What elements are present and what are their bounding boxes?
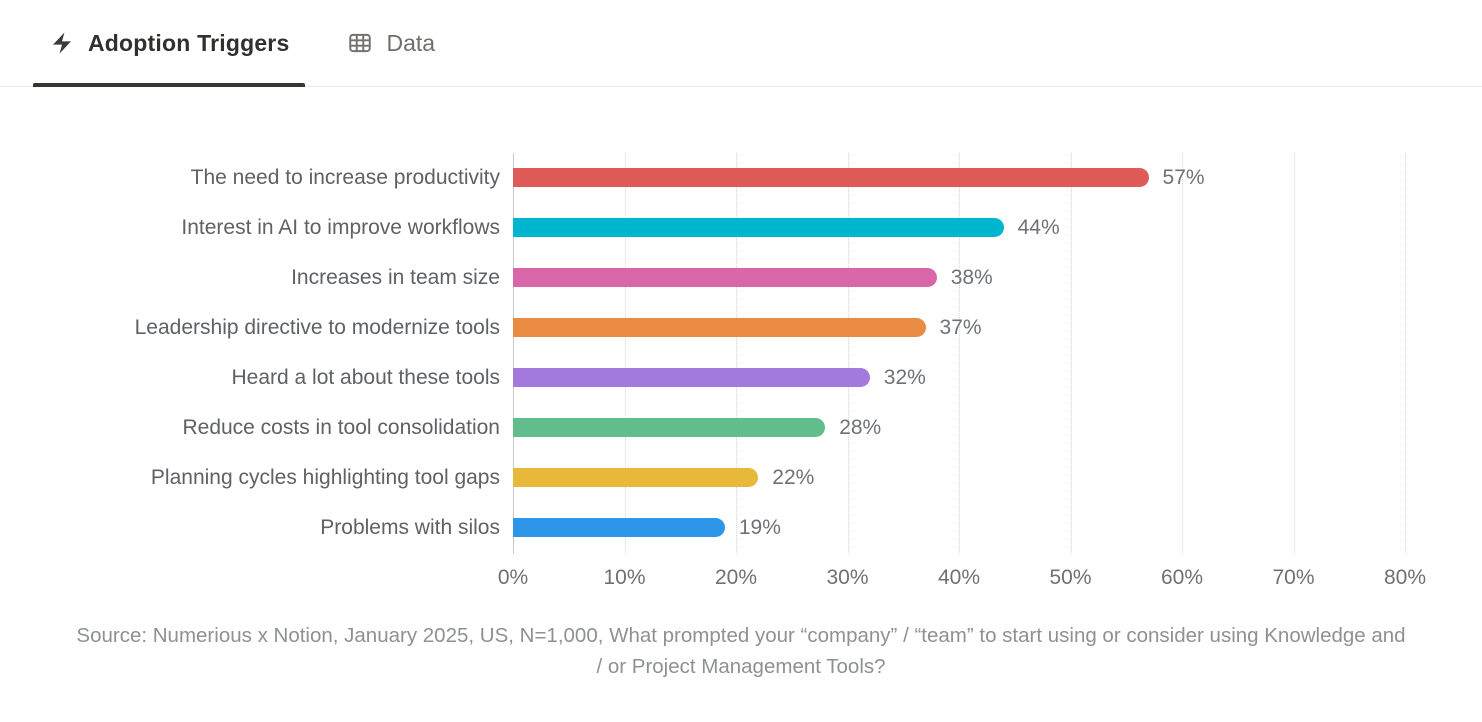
category-label: Problems with silos [320,516,500,539]
value-label: 19% [738,516,781,539]
bar[interactable] [513,418,826,437]
category-label: Leadership directive to modernize tools [134,316,500,339]
x-tick-label: 80% [1383,566,1427,589]
x-tick-label: 0% [497,566,529,589]
bar-row: Increases in team size 38% [0,253,1482,303]
value-label: 37% [939,316,982,339]
bar-row: Planning cycles highlighting tool gaps 2… [0,453,1482,503]
bar-row: Problems with silos 19% [0,503,1482,553]
x-axis-ticks: 0% 10% 20% 30% 40% 50% 60% 70% 80% [498,566,1426,594]
value-label: 32% [883,366,926,389]
x-tick-label: 10% [603,566,646,589]
value-label: 22% [772,466,815,489]
category-label: Interest in AI to improve workflows [181,216,500,239]
value-label: 28% [839,416,882,439]
bar-track: 19% [513,503,1482,553]
bar-track: 22% [513,453,1482,503]
lightning-bolt-icon [49,30,75,56]
bar-track: 32% [513,353,1482,403]
tab-bar: Adoption Triggers Data [0,0,1482,87]
bar-track: 57% [513,153,1482,203]
x-tick-label: 40% [937,566,981,589]
category-label: Planning cycles highlighting tool gaps [150,466,500,489]
value-label: 44% [1017,216,1060,239]
bar-track: 44% [513,203,1482,253]
bar-row: Heard a lot about these tools 32% [0,353,1482,403]
table-icon [347,30,373,56]
bar-chart: The need to increase productivity 57% In… [0,153,1482,554]
category-label: Heard a lot about these tools [231,366,500,389]
tab-label-data: Data [386,29,436,56]
x-tick-label: 30% [826,566,869,589]
tab-adoption-triggers[interactable]: Adoption Triggers [33,0,306,87]
bar-row: The need to increase productivity 57% [0,153,1482,203]
bar-track: 38% [513,253,1482,303]
category-label: The need to increase productivity [190,166,500,189]
x-tick-label: 70% [1272,566,1315,589]
chart-rows: The need to increase productivity 57% In… [0,153,1482,553]
category-label: Reduce costs in tool consolidation [182,416,500,439]
bar[interactable] [513,168,1149,187]
value-label: 57% [1162,166,1205,189]
tab-label-adoption-triggers: Adoption Triggers [88,29,290,56]
source-caption: Source: Numerious x Notion, January 2025… [76,624,1406,678]
bar-row: Interest in AI to improve workflows 44% [0,203,1482,253]
x-tick-label: 60% [1160,566,1204,589]
x-tick-label: 20% [714,566,758,589]
bar[interactable] [513,218,1004,237]
bar[interactable] [513,368,870,387]
bar-track: 37% [513,303,1482,353]
bar-row: Leadership directive to modernize tools … [0,303,1482,353]
tab-data[interactable]: Data [331,0,451,86]
bar[interactable] [513,318,926,337]
x-tick-label: 50% [1049,566,1092,589]
value-label: 38% [950,266,993,289]
bar-row: Reduce costs in tool consolidation 28% [0,403,1482,453]
bar[interactable] [513,468,759,487]
bar-track: 28% [513,403,1482,453]
category-label: Increases in team size [291,266,500,289]
bar[interactable] [513,268,937,287]
bar[interactable] [513,518,725,537]
